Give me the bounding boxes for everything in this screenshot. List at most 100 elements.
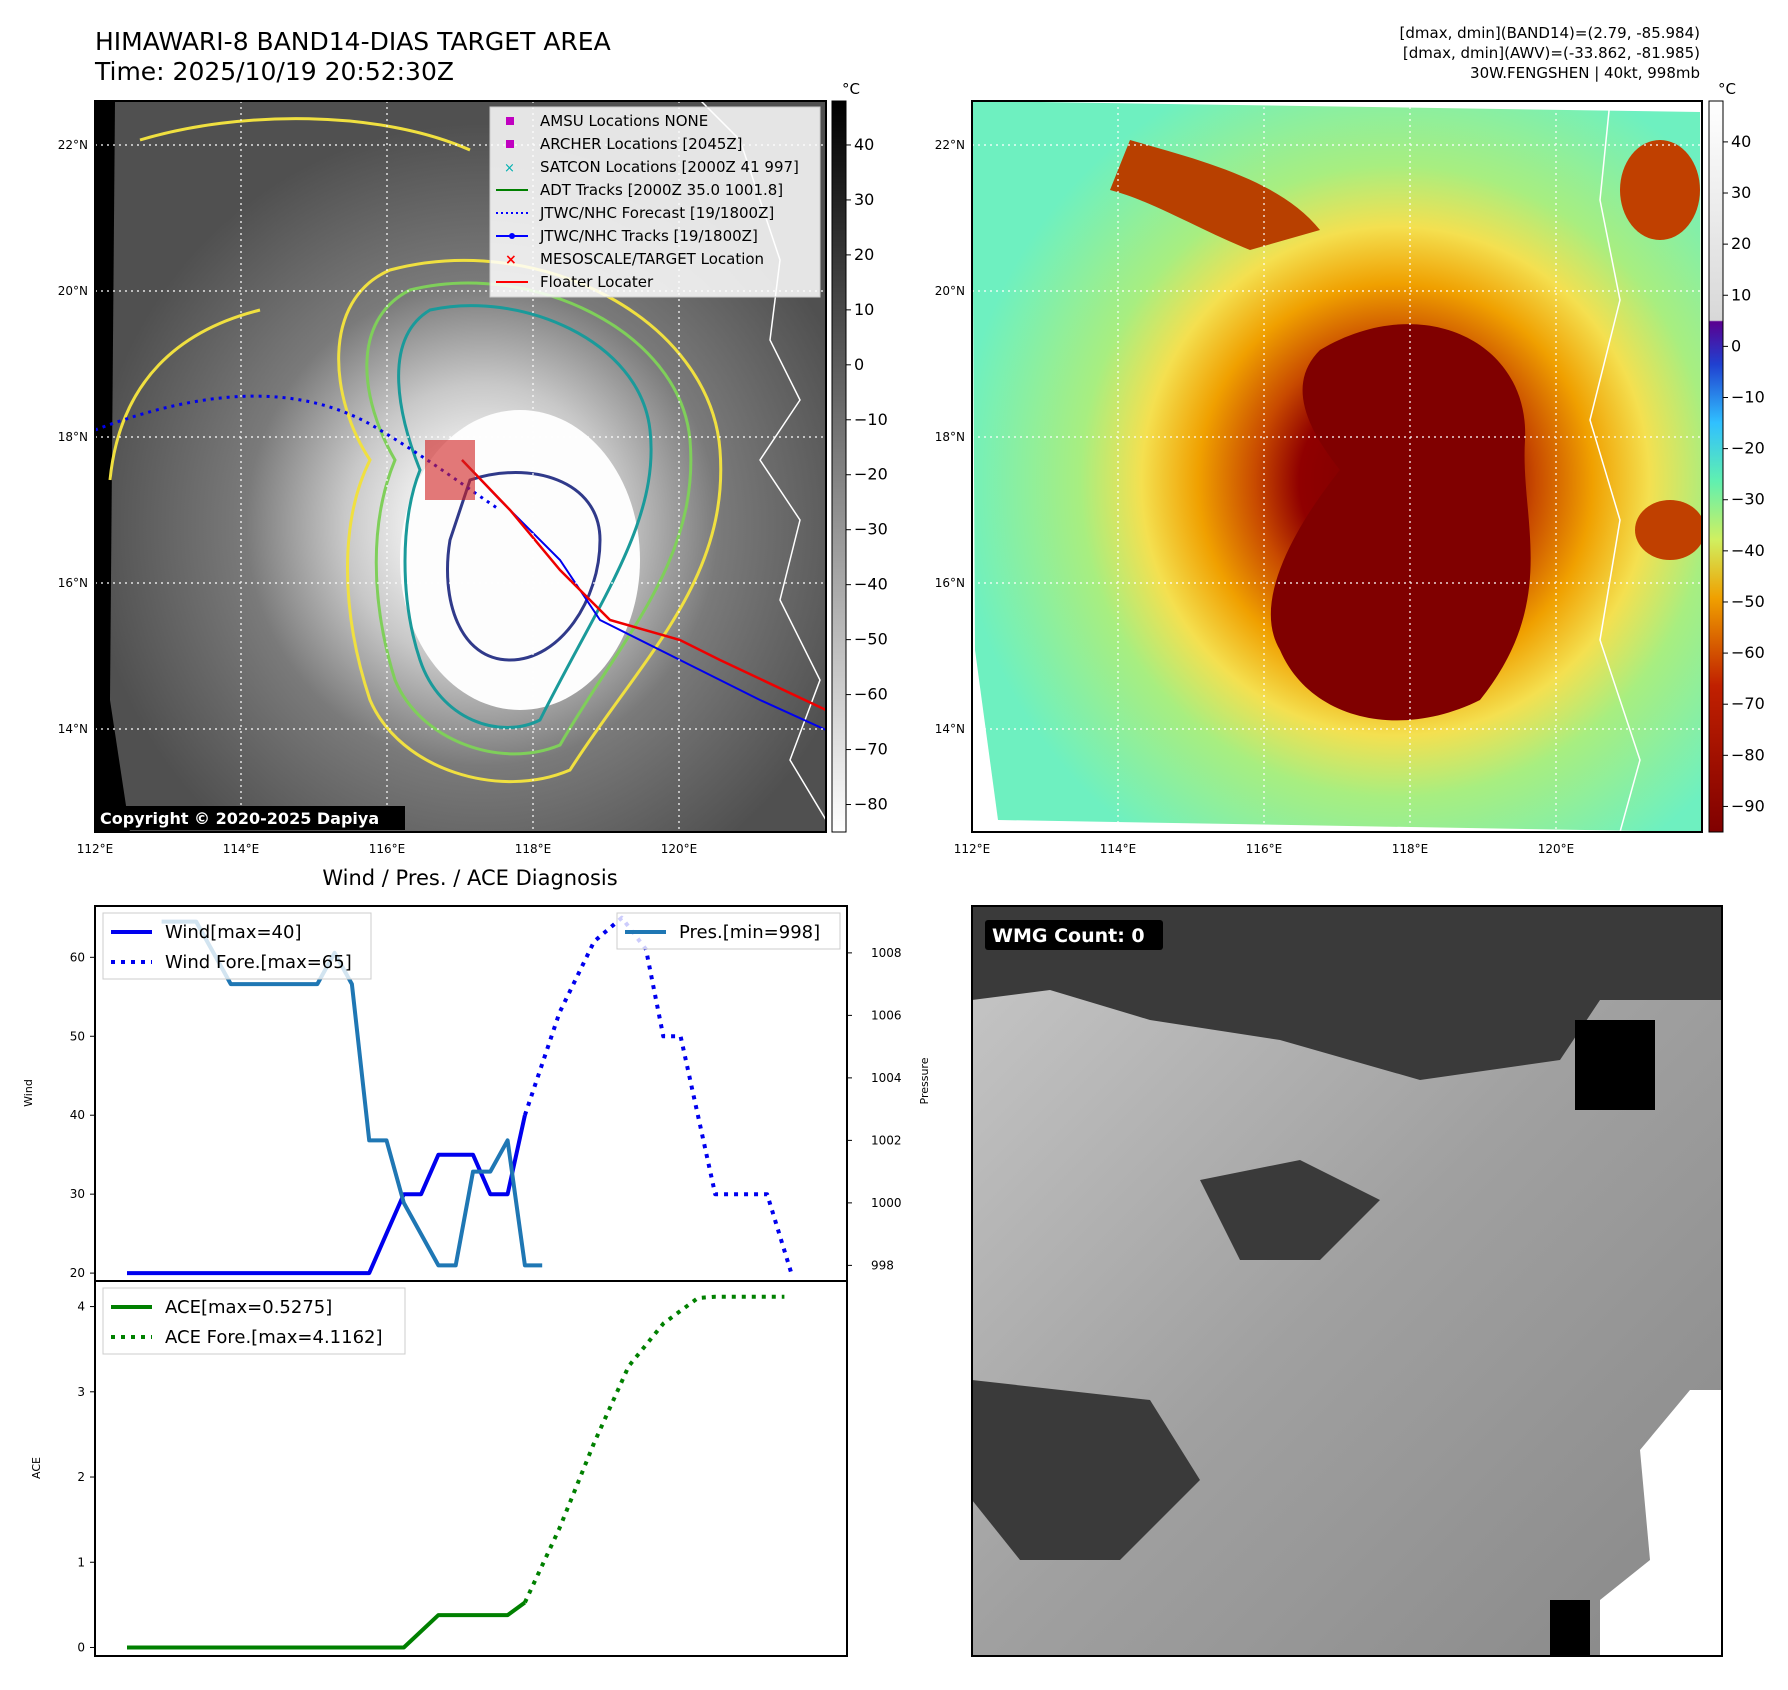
wind-axis-label: Wind — [22, 1079, 35, 1107]
color-colorbar-tick-label: 30 — [1731, 183, 1751, 202]
color-lat-label: 20°N — [935, 284, 965, 298]
pressure-axis-tick-label: 1006 — [871, 1008, 902, 1022]
legend-forecast-label: JTWC/NHC Forecast [19/1800Z] — [539, 204, 774, 222]
ir-lon-labels: 112°E 114°E 116°E 118°E 120°E — [77, 842, 698, 856]
color-gridlines — [972, 101, 1702, 832]
ir-lat-label: 16°N — [58, 576, 88, 590]
legend-tracks-dot — [509, 233, 515, 239]
ir-contour-navy — [446, 471, 602, 662]
pressure-axis-label: Pressure — [918, 1057, 931, 1104]
color-lon-label: 120°E — [1538, 842, 1575, 856]
ace-axis-tick-label: 4 — [77, 1300, 85, 1314]
gray-colorbar-tick-label: −30 — [854, 520, 888, 539]
ace-axis-tick-label: 1 — [77, 1555, 85, 1569]
color-lat-label: 18°N — [935, 430, 965, 444]
figure-time: Time: 2025/10/19 20:52:30Z — [94, 57, 454, 86]
color-coastline — [1589, 101, 1641, 832]
ace-axis-tick-label: 0 — [77, 1640, 85, 1654]
gray-colorbar-unit: °C — [842, 80, 860, 98]
ace-legend-box — [102, 1287, 406, 1355]
color-lon-label: 116°E — [1246, 842, 1283, 856]
color-colorbar-tick-label: −60 — [1731, 643, 1765, 662]
legend-floater-label: Floater Locater — [540, 273, 654, 291]
wind-axis-tick-label: 50 — [70, 1029, 85, 1043]
ir-lat-label: 20°N — [58, 284, 88, 298]
pressure-axis-tick-label: 1002 — [871, 1133, 902, 1147]
legend-archer-marker — [506, 140, 514, 148]
gray-colorbar-tick-label: 0 — [854, 355, 864, 374]
ir-lat-label: 14°N — [58, 722, 88, 736]
gray-colorbar-tick-label: −10 — [854, 410, 888, 429]
ir-map-frame — [94, 100, 827, 833]
ir-lat-label: 22°N — [58, 138, 88, 152]
legend-box — [489, 106, 821, 298]
color-lat-label: 16°N — [935, 576, 965, 590]
gray-colorbar: °C 40 30 20 10 0 −10 −20 −30 −40 −50 −60 −70 −80 — [831, 80, 888, 833]
color-colorbar: °C 40 30 20 10 0 −10 −20 −30 −40 −50 −60 −70 −80 −90 — [1708, 80, 1765, 833]
color-lon-labels: 112°E 114°E 116°E 118°E 120°E — [954, 842, 1575, 856]
legend-amsu-marker — [506, 117, 514, 125]
ir-contour-north-band — [139, 117, 471, 152]
wind-forecast-legend-label: Wind Fore.[max=65] — [165, 952, 352, 973]
color-lon-label: 114°E — [1100, 842, 1137, 856]
pressure-series-0 — [161, 919, 543, 1268]
color-colorbar-tick-label: −80 — [1731, 745, 1765, 764]
copyright-text: Copyright © 2020-2025 Dapiya — [100, 809, 379, 828]
wind-axis-tick-label: 40 — [70, 1108, 85, 1122]
color-colorbar-tick-label: −20 — [1731, 439, 1765, 458]
pressure-axis-tick-label: 998 — [871, 1258, 894, 1272]
color-colorbar-bar — [1708, 100, 1724, 833]
gray-colorbar-bar — [831, 100, 847, 833]
color-e-cell — [1635, 500, 1702, 560]
legend-adt-label: ADT Tracks [2000Z 35.0 1001.8] — [540, 181, 783, 199]
wind-legend: Wind[max=40] Wind Fore.[max=65] — [102, 912, 372, 980]
gray-colorbar-tick-label: −60 — [854, 685, 888, 704]
copyright-box — [95, 806, 405, 830]
color-cold-core — [1270, 324, 1531, 721]
stats-band14: [dmax, dmin](BAND14)=(2.79, -85.984) — [1400, 24, 1700, 42]
color-colorbar-tick-label: −50 — [1731, 592, 1765, 611]
ace-legend-label: ACE[max=0.5275] — [165, 1297, 332, 1318]
ace-axes — [94, 1280, 848, 1657]
wmg-black-region — [1575, 1020, 1655, 1110]
ace-series-0 — [127, 1600, 527, 1650]
ace-series-1 — [523, 1294, 785, 1604]
map-legend: AMSU Locations NONE ARCHER Locations [20… — [489, 106, 821, 298]
figure-title: HIMAWARI-8 BAND14-DIAS TARGET AREA — [95, 27, 611, 56]
wmg-count-label: WMG Count: 0 — [992, 925, 1145, 947]
wmg-white-region — [1600, 1390, 1722, 1656]
pressure-legend-label: Pres.[min=998] — [679, 922, 820, 943]
color-colorbar-tick-label: 0 — [1731, 336, 1741, 355]
ir-contour-yellow — [337, 259, 723, 783]
ir-lon-label: 114°E — [223, 842, 260, 856]
color-colorbar-tick-label: −70 — [1731, 694, 1765, 713]
legend-target-marker: × — [505, 252, 517, 268]
ir-lon-label: 120°E — [661, 842, 698, 856]
stats-awv: [dmax, dmin](AWV)=(-33.862, -81.985) — [1403, 44, 1700, 62]
color-colorbar-tick-label: −30 — [1731, 490, 1765, 509]
color-map-frame — [971, 100, 1703, 833]
ir-target-box — [425, 440, 475, 500]
color-lon-label: 112°E — [954, 842, 991, 856]
diagnosis-title: Wind / Pres. / ACE Diagnosis — [322, 866, 617, 890]
color-colorbar-unit: °C — [1718, 80, 1736, 98]
wind-series-0 — [127, 1114, 527, 1276]
wind-series-1 — [523, 915, 794, 1274]
gray-colorbar-tick-label: −40 — [854, 575, 888, 594]
gray-colorbar-tick-label: −70 — [854, 740, 888, 759]
pressure-axis-tick-label: 1000 — [871, 1196, 902, 1210]
storm-info: 30W.FENGSHEN | 40kt, 998mb — [1470, 64, 1700, 82]
wmg-black-corner — [1550, 1600, 1590, 1656]
gray-colorbar-tick-label: −80 — [854, 795, 888, 814]
ir-lat-labels: 22°N 20°N 18°N 16°N 14°N — [58, 138, 88, 736]
wind-axis-tick-label: 20 — [70, 1266, 85, 1280]
color-colorbar-tick-label: 10 — [1731, 285, 1751, 304]
wind-axis-tick-label: 30 — [70, 1187, 85, 1201]
wmg-count-box — [985, 920, 1163, 950]
legend-satcon-label: SATCON Locations [2000Z 41 997] — [540, 158, 799, 176]
ir-map-panel: AMSU Locations NONE ARCHER Locations [20… — [94, 100, 827, 833]
ace-axis-tick-label: 2 — [77, 1470, 85, 1484]
ir-contour-outer-band — [108, 308, 261, 481]
legend-amsu-label: AMSU Locations NONE — [540, 112, 708, 130]
